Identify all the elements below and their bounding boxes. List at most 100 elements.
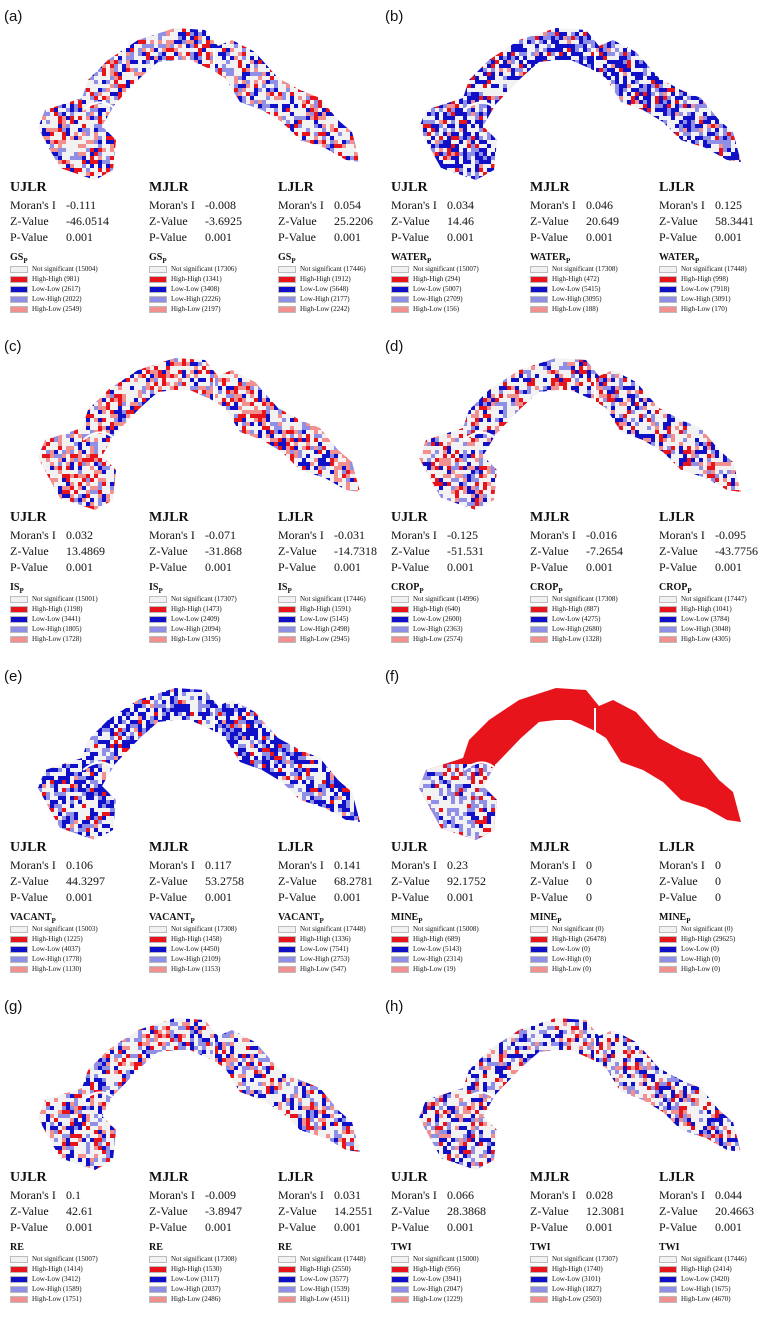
legend-item: Low-Low (3941) (391, 1275, 516, 1285)
legend-swatch (10, 605, 28, 613)
legend-label: High-High (1912) (300, 275, 351, 283)
legend-swatch (149, 595, 167, 603)
stat-row: P-Value 0.001 (391, 890, 516, 906)
zone-column: LJLR Moran's I 0.044 Z-Value 20.4663 P-Value 0… (659, 1170, 762, 1305)
variable-title: ISP (278, 582, 403, 595)
legend-label: High-High (1591) (300, 605, 351, 613)
lisa-cluster-map (38, 358, 360, 510)
legend-swatch (149, 615, 167, 623)
stat-key: Moran's I (278, 528, 324, 542)
statistics-columns: UJLR Moran's I 0.034 Z-Value 14.46 P-Value 0.0… (391, 180, 761, 330)
variable-suffix: P (418, 917, 423, 925)
legend-label: Not significant (17307) (552, 1255, 618, 1263)
legend-label: Low-High (2109) (171, 955, 221, 963)
legend-item: Low-High (2022) (10, 295, 135, 305)
stat-row: P-Value 0.001 (391, 560, 516, 576)
legend-item: Not significant (15004) (10, 265, 135, 275)
lisa-cluster-map (419, 1018, 741, 1170)
legend-item: High-Low (0) (659, 965, 762, 975)
legend-label: High-High (1530) (171, 1265, 222, 1273)
stat-value: 0.066 (447, 1188, 474, 1202)
stat-row: Moran's I -0.031 (278, 528, 403, 544)
stat-row: Z-Value 42.61 (10, 1204, 135, 1220)
legend-swatch (530, 1265, 548, 1273)
legend-swatch (659, 625, 677, 633)
legend-label: Low-Low (3441) (32, 615, 81, 623)
panel-label: (a) (4, 8, 23, 25)
legend-swatch (530, 935, 548, 943)
legend-label: Low-Low (0) (681, 945, 719, 953)
stat-value: 0.001 (205, 230, 232, 244)
stat-value: 0.001 (586, 560, 613, 574)
zone-name: UJLR (10, 1170, 47, 1185)
legend-label: Low-Low (4275) (552, 615, 601, 623)
legend-swatch (278, 275, 296, 283)
legend-swatch (149, 1295, 167, 1303)
zone-name: UJLR (10, 180, 47, 195)
stat-value: 0.034 (447, 198, 474, 212)
stat-value: 0 (586, 874, 592, 888)
stat-key: Z-Value (278, 1204, 317, 1218)
legend-label: High-Low (4670) (681, 1295, 731, 1303)
panel: (c) UJLR Moran's I 0.032 Z-Value 13.4869 P-Val… (0, 330, 381, 660)
stat-key: Z-Value (10, 544, 49, 558)
stat-row: Z-Value 92.1752 (391, 874, 516, 890)
legend-item: High-Low (2197) (149, 305, 274, 315)
legend-swatch (391, 295, 409, 303)
legend-swatch (10, 925, 28, 933)
variable-title: WATERP (391, 252, 516, 265)
legend-swatch (278, 955, 296, 963)
variable-suffix: P (687, 587, 692, 595)
legend-item: Low-Low (7918) (659, 285, 762, 295)
stat-value: 0.001 (66, 1220, 93, 1234)
stat-row: Moran's I 0.034 (391, 198, 516, 214)
stat-key: Z-Value (530, 544, 569, 558)
variable-title: TWI (530, 1242, 655, 1255)
legend-label: Low-Low (7541) (300, 945, 349, 953)
legend-swatch (659, 955, 677, 963)
legend-label: High-Low (2197) (171, 305, 221, 313)
variable-title: ISP (149, 582, 274, 595)
legend-label: High-High (1225) (32, 935, 83, 943)
variable-name: VACANT (278, 912, 320, 923)
legend-item: High-Low (19) (391, 965, 516, 975)
legend-swatch (10, 295, 28, 303)
zone-column: MJLR Moran's I -0.008 Z-Value -3.6925 P-Value… (149, 180, 274, 315)
stat-row: Moran's I 0.046 (530, 198, 655, 214)
legend-label: Low-Low (3101) (552, 1275, 601, 1283)
legend-swatch (391, 1265, 409, 1273)
legend-swatch (659, 635, 677, 643)
zone-name: MJLR (530, 180, 570, 195)
legend-label: Not significant (15003) (32, 925, 98, 933)
legend-item: Low-High (2680) (530, 625, 655, 635)
legend-item: High-High (1225) (10, 935, 135, 945)
legend-swatch (10, 1275, 28, 1283)
legend-item: High-High (1414) (10, 1265, 135, 1275)
legend-swatch (530, 275, 548, 283)
stat-value: -0.095 (715, 528, 746, 542)
panel: (h) UJLR Moran's I 0.066 Z-Value 28.3868 P-Val… (381, 990, 762, 1320)
stat-key: Moran's I (149, 528, 195, 542)
legend-item: Low-High (3091) (659, 295, 762, 305)
legend-label: Low-Low (5648) (300, 285, 349, 293)
legend-label: Low-Low (3412) (32, 1275, 81, 1283)
stat-value: -3.8947 (205, 1204, 242, 1218)
legend-item: High-High (640) (391, 605, 516, 615)
stat-key: P-Value (149, 1220, 187, 1234)
stat-value: 0.125 (715, 198, 742, 212)
legend-swatch (391, 615, 409, 623)
variable-suffix: P (319, 917, 324, 925)
stat-row: Moran's I -0.125 (391, 528, 516, 544)
legend-item: Not significant (17446) (278, 265, 403, 275)
stat-key: Z-Value (391, 214, 430, 228)
variable-name: VACANT (149, 912, 191, 923)
stat-key: Z-Value (278, 544, 317, 558)
variable-name: VACANT (10, 912, 52, 923)
variable-suffix: P (419, 587, 424, 595)
legend-label: Low-High (2709) (413, 295, 463, 303)
legend-item: High-Low (4511) (278, 1295, 403, 1305)
panel: (b) UJLR Moran's I 0.034 Z-Value 14.46 P-Value… (381, 0, 762, 330)
stat-row: Moran's I -0.008 (149, 198, 274, 214)
stat-key: Z-Value (659, 874, 698, 888)
legend-item: Not significant (17446) (659, 1255, 762, 1265)
